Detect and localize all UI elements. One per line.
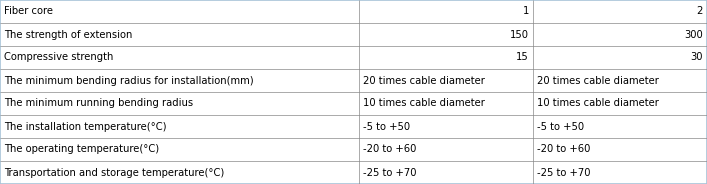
Text: The operating temperature(°C): The operating temperature(°C)	[4, 144, 159, 155]
Text: 20 times cable diameter: 20 times cable diameter	[363, 75, 485, 86]
Text: 1: 1	[522, 6, 529, 17]
Text: 30: 30	[690, 52, 703, 63]
Text: Transportation and storage temperature(°C): Transportation and storage temperature(°…	[4, 167, 225, 178]
Text: The minimum running bending radius: The minimum running bending radius	[4, 98, 194, 109]
Text: 10 times cable diameter: 10 times cable diameter	[363, 98, 485, 109]
Text: The minimum bending radius for installation(mm): The minimum bending radius for installat…	[4, 75, 254, 86]
Text: -20 to +60: -20 to +60	[363, 144, 416, 155]
Text: The strength of extension: The strength of extension	[4, 29, 133, 40]
Text: Compressive strength: Compressive strength	[4, 52, 114, 63]
Text: -20 to +60: -20 to +60	[537, 144, 590, 155]
Text: The installation temperature(°C): The installation temperature(°C)	[4, 121, 167, 132]
Text: -5 to +50: -5 to +50	[363, 121, 411, 132]
Text: -25 to +70: -25 to +70	[363, 167, 417, 178]
Text: Fiber core: Fiber core	[4, 6, 53, 17]
Text: 150: 150	[510, 29, 529, 40]
Text: -25 to +70: -25 to +70	[537, 167, 591, 178]
Text: 300: 300	[684, 29, 703, 40]
Text: -5 to +50: -5 to +50	[537, 121, 585, 132]
Text: 20 times cable diameter: 20 times cable diameter	[537, 75, 659, 86]
Text: 10 times cable diameter: 10 times cable diameter	[537, 98, 659, 109]
Text: 2: 2	[696, 6, 703, 17]
Text: 15: 15	[516, 52, 529, 63]
